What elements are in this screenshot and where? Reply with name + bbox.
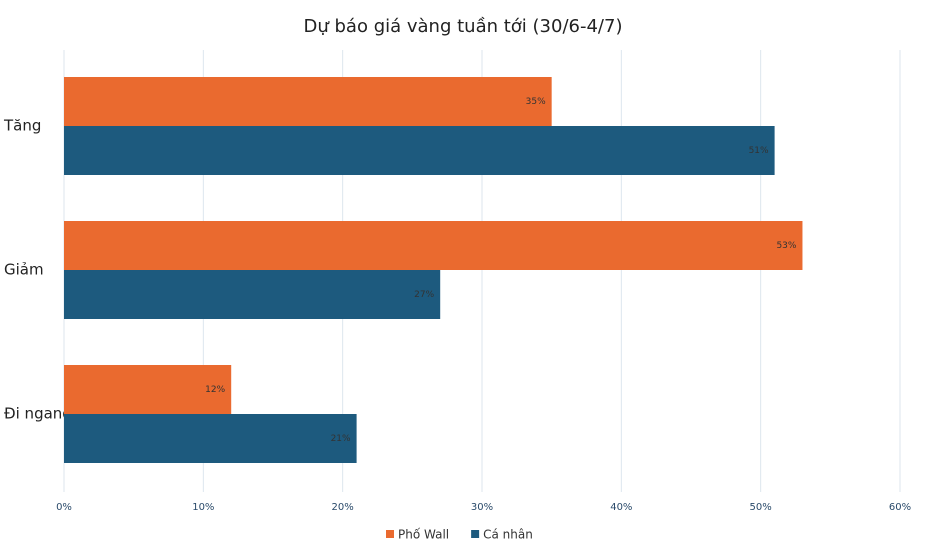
x-tick-label: 0%: [56, 502, 72, 513]
bar: [64, 126, 775, 175]
bar: [64, 77, 552, 126]
x-tick-label: 50%: [750, 502, 772, 513]
value-label: 21%: [331, 434, 351, 444]
x-tick-label: 30%: [471, 502, 493, 513]
x-tick-label: 10%: [192, 502, 214, 513]
bar: [64, 365, 232, 414]
category-label: Đi ngang: [4, 405, 72, 423]
x-tick-label: 60%: [889, 502, 911, 513]
value-label: 27%: [414, 290, 434, 300]
bar: [64, 414, 357, 463]
legend-label: Phố Wall: [398, 528, 449, 542]
chart-title: Dự báo giá vàng tuần tới (30/6-4/7): [304, 16, 623, 37]
value-label: 35%: [526, 97, 546, 107]
bar: [64, 270, 441, 319]
category-label: Giảm: [4, 261, 44, 279]
legend-swatch: [471, 530, 480, 538]
value-label: 51%: [749, 146, 769, 156]
value-label: 53%: [776, 241, 796, 251]
x-tick-label: 40%: [610, 502, 632, 513]
x-tick-label: 20%: [332, 502, 354, 513]
legend-label: Cá nhân: [483, 528, 533, 542]
legend-swatch: [386, 530, 394, 538]
bar: [64, 221, 803, 270]
value-label: 12%: [205, 385, 225, 395]
category-label: Tăng: [3, 117, 41, 135]
